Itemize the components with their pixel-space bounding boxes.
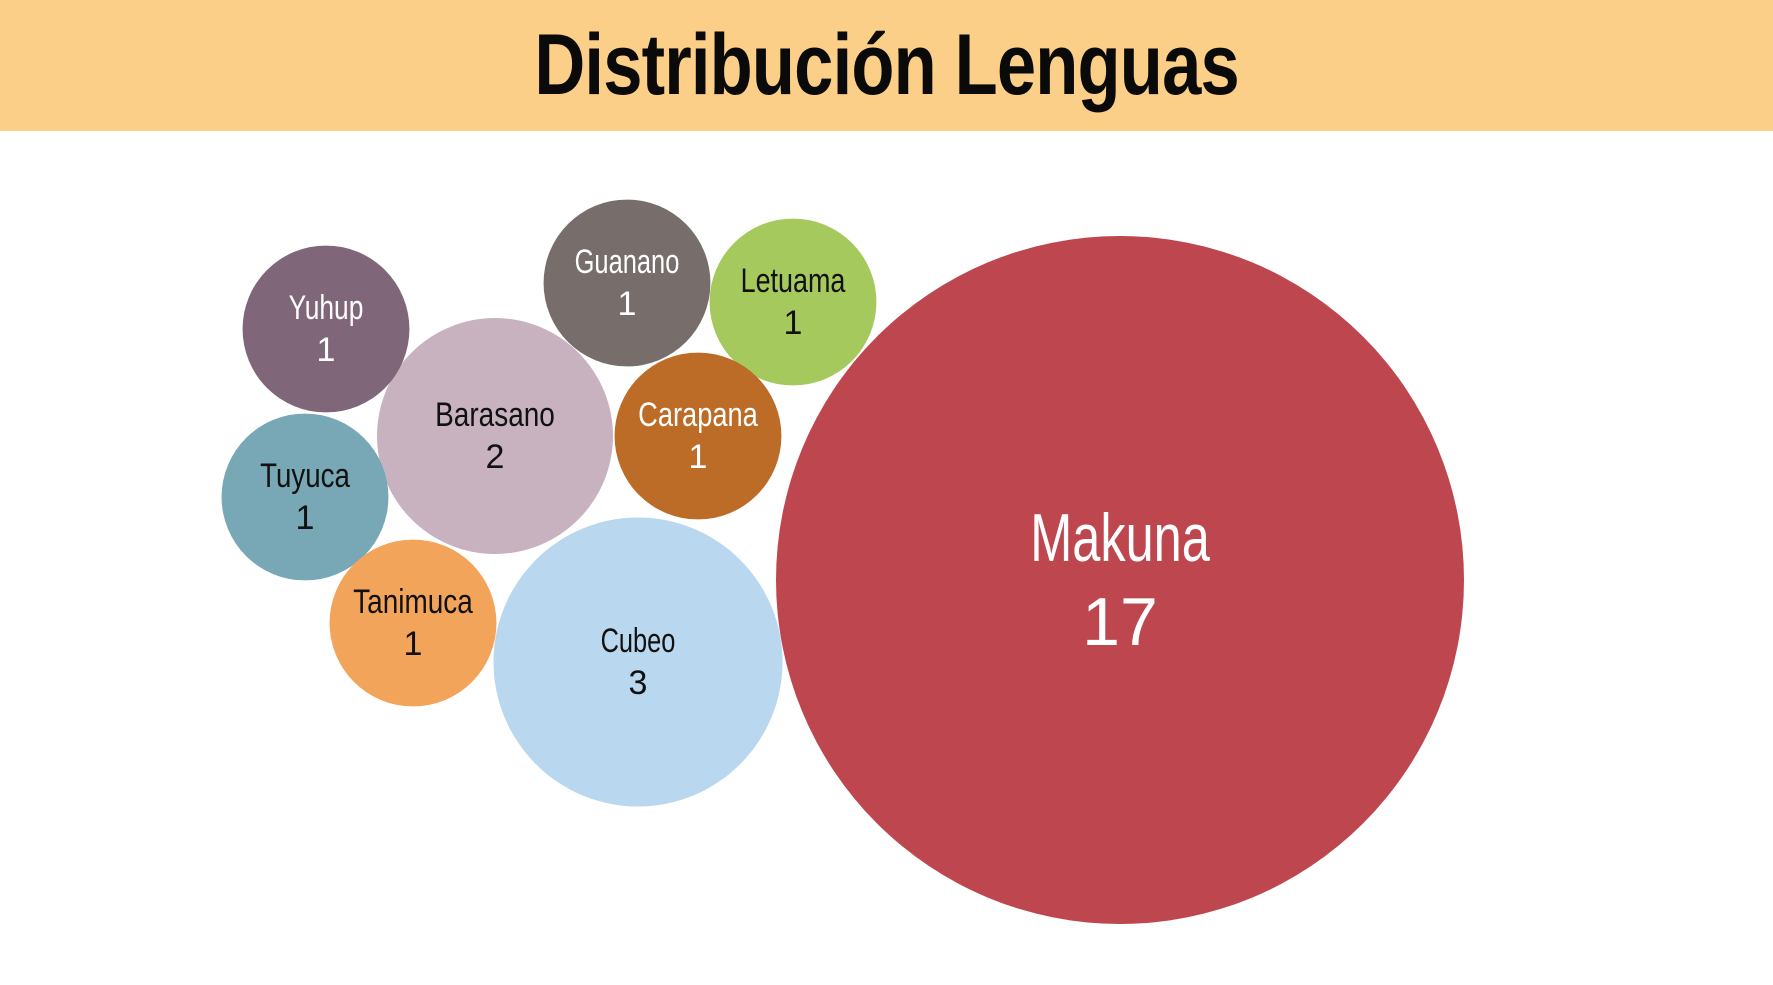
bubble-label-tanimuca: Tanimuca — [353, 583, 473, 621]
bubble-label-barasano: Barasano — [435, 396, 555, 434]
bubble-circle-cubeo — [493, 517, 783, 807]
bubble-carapana: Carapana 1 — [614, 352, 782, 520]
bubble-label-letuama: Letuama — [741, 262, 846, 300]
bubble-circle-guanano — [543, 199, 711, 367]
bubble-circle-yuhup — [242, 245, 410, 413]
bubble-value-yuhup: 1 — [317, 331, 336, 369]
bubble-letuama: Letuama 1 — [709, 218, 877, 386]
bubble-label-cubeo: Cubeo — [601, 622, 676, 660]
bubble-label-guanano: Guanano — [575, 243, 680, 281]
bubble-value-cubeo: 3 — [629, 664, 648, 702]
title-bar: Distribución Lenguas — [0, 0, 1773, 131]
bubble-barasano: Barasano 2 — [377, 318, 613, 554]
bubble-value-guanano: 1 — [618, 285, 637, 323]
bubble-tuyuca: Tuyuca 1 — [221, 413, 389, 581]
bubble-guanano: Guanano 1 — [543, 199, 711, 367]
bubble-circle-makuna — [776, 236, 1464, 924]
bubble-cubeo: Cubeo 3 — [493, 517, 783, 807]
bubble-yuhup: Yuhup 1 — [242, 245, 410, 413]
bubble-circle-tanimuca — [329, 539, 497, 707]
bubble-value-letuama: 1 — [784, 304, 803, 342]
page-title: Distribución Lenguas — [534, 17, 1239, 113]
bubble-label-makuna: Makuna — [1030, 500, 1210, 576]
bubble-circle-tuyuca — [221, 413, 389, 581]
bubble-circle-barasano — [377, 318, 613, 554]
bubble-circle-letuama — [709, 218, 877, 386]
bubble-label-carapana: Carapana — [638, 396, 758, 434]
bubble-value-tuyuca: 1 — [296, 499, 315, 537]
bubble-tanimuca: Tanimuca 1 — [329, 539, 497, 707]
bubble-value-makuna: 17 — [1082, 584, 1158, 660]
bubble-makuna: Makuna 17 — [776, 236, 1464, 924]
bubble-circle-carapana — [614, 352, 782, 520]
bubble-label-tuyuca: Tuyuca — [260, 457, 350, 495]
bubble-label-yuhup: Yuhup — [289, 289, 364, 327]
bubble-value-carapana: 1 — [689, 438, 708, 476]
bubble-value-barasano: 2 — [486, 438, 505, 476]
bubble-value-tanimuca: 1 — [404, 625, 423, 663]
